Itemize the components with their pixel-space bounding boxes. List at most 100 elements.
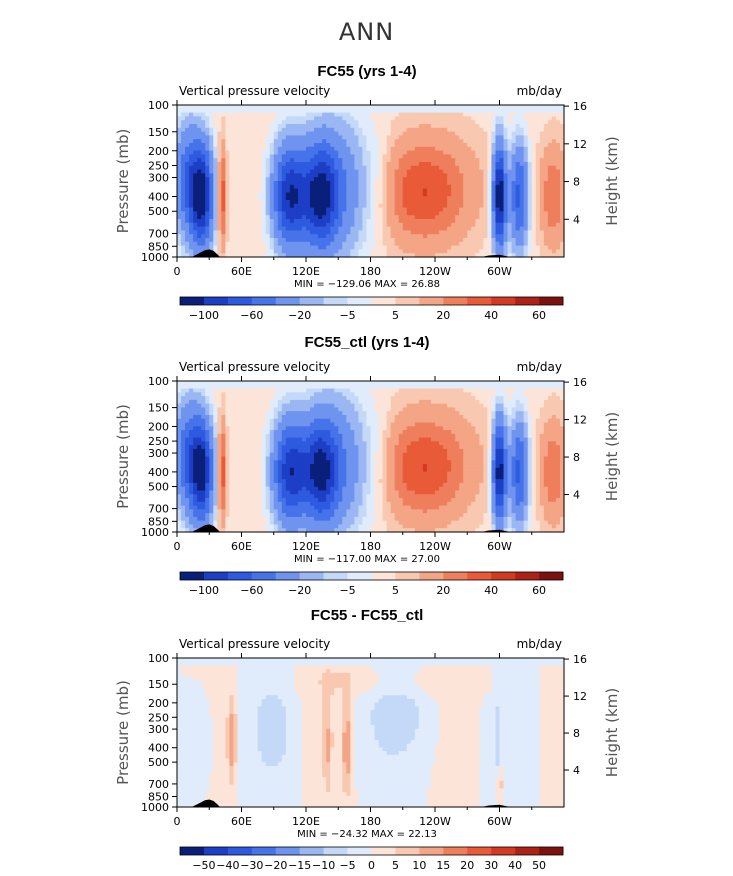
heatmap-cell [415,385,420,389]
heatmap-cell [278,154,283,158]
heatmap-cell [491,189,496,193]
heatmap-cell [556,109,561,113]
heatmap-cell [556,234,561,238]
heatmap-cell [479,128,484,132]
heatmap-cell [310,128,315,132]
heatmap-cell [387,143,392,147]
heatmap-cell [375,113,380,117]
heatmap-cell [455,135,460,139]
heatmap-cell [528,211,533,215]
heatmap-cell [318,166,323,170]
heatmap-cell [379,116,384,120]
heatmap-cell [282,132,287,136]
heatmap-cell [201,162,206,166]
heatmap-cell [346,242,351,246]
heatmap-cell [233,419,238,423]
heatmap-cell [467,215,472,219]
heatmap-cell [205,147,210,151]
heatmap-cell [205,419,210,423]
heatmap-cell [270,404,275,408]
heatmap-cell [342,132,347,136]
heatmap-cell [552,192,557,196]
heatmap-cell [213,154,218,158]
heatmap-cell [540,116,545,120]
heatmap-cell [491,139,496,143]
heatmap-cell [491,219,496,223]
heatmap-cell [242,154,247,158]
heatmap-cell [246,128,251,132]
heatmap-cell [278,189,283,193]
heatmap-cell [451,400,456,404]
heatmap-cell [350,227,355,231]
heatmap-cell [302,246,307,250]
heatmap-cell [266,154,271,158]
heatmap-cell [540,411,545,415]
heatmap-cell [354,392,359,396]
heatmap-cell [290,246,295,250]
heatmap-cell [443,181,448,185]
heatmap-cell [487,381,492,385]
heatmap-cell [463,208,468,212]
heatmap-cell [544,120,549,124]
heatmap-cell [443,113,448,117]
heatmap-cell [266,385,271,389]
heatmap-cell [459,242,464,246]
heatmap-cell [407,162,412,166]
heatmap-cell [504,162,509,166]
heatmap-cell [193,400,198,404]
heatmap-cell [221,404,226,408]
heatmap-cell [302,219,307,223]
heatmap-cell [346,124,351,128]
heatmap-cell [399,230,404,234]
heatmap-cell [233,154,238,158]
heatmap-cell [246,215,251,219]
heatmap-cell [475,166,480,170]
heatmap-cell [193,389,198,393]
heatmap-cell [322,192,327,196]
heatmap-cell [258,120,263,124]
heatmap-cell [395,200,400,204]
heatmap-cell [371,208,376,212]
heatmap-cell [213,415,218,419]
heatmap-cell [383,392,388,396]
heatmap-cell [387,407,392,411]
heatmap-cell [326,404,331,408]
heatmap-cell [463,242,468,246]
heatmap-cell [342,192,347,196]
heatmap-cell [375,204,380,208]
heatmap-cell [278,238,283,242]
heatmap-cell [439,211,444,215]
heatmap-cell [544,238,549,242]
heatmap-cell [334,396,339,400]
heatmap-cell [403,192,408,196]
heatmap-cell [322,147,327,151]
heatmap-cell [419,385,424,389]
heatmap-cell [217,238,222,242]
heatmap-cell [250,120,255,124]
heatmap-cell [237,404,242,408]
heatmap-cell [270,139,275,143]
heatmap-cell [463,411,468,415]
heatmap-cell [371,120,376,124]
heatmap-cell [342,128,347,132]
heatmap-cell [415,154,420,158]
heatmap-cell [411,162,416,166]
heatmap-cell [197,196,202,200]
heatmap-cell [358,185,363,189]
heatmap-cell [205,246,210,250]
heatmap-cell [459,196,464,200]
colorbar-swatch [515,297,539,305]
heatmap-cell [544,208,549,212]
heatmap-cell [463,238,468,242]
heatmap-cell [322,249,327,253]
heatmap-cell [362,246,367,250]
heatmap-cell [366,181,371,185]
heatmap-cell [229,230,234,234]
heatmap-cell [290,139,295,143]
heatmap-cell [439,109,444,113]
heatmap-cell [366,192,371,196]
heatmap-cell [274,249,279,253]
heatmap-cell [383,170,388,174]
heatmap-cell [463,173,468,177]
heatmap-cell [310,143,315,147]
